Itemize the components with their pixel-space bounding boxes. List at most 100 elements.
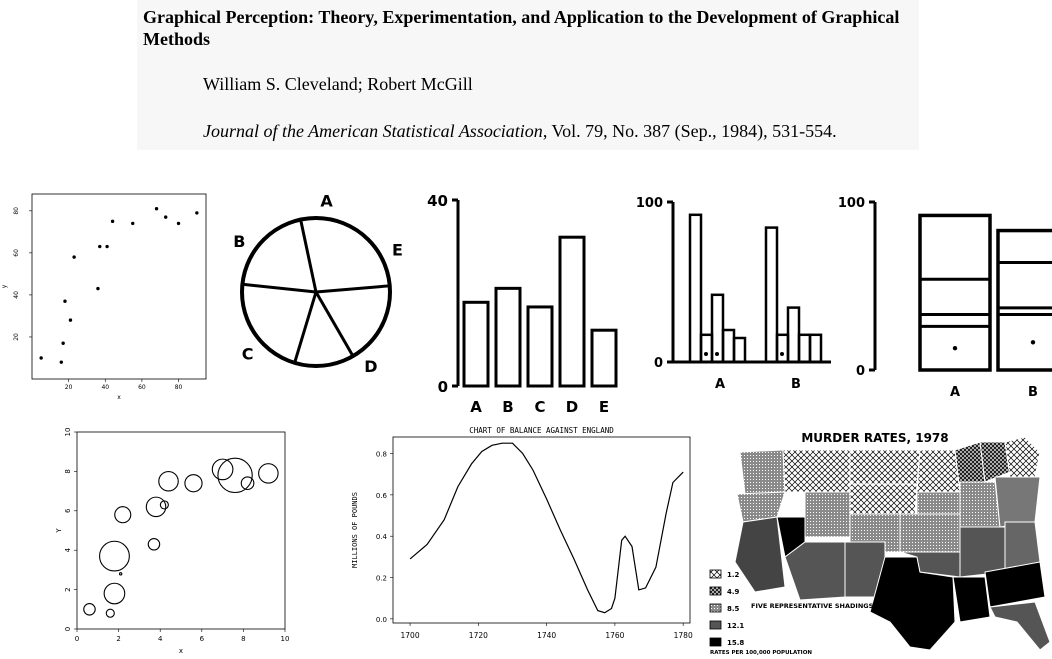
murder-rates-map: MURDER RATES, 1978 <box>709 431 1051 656</box>
y-axis-label: MILLIONS OF POUNDS <box>351 492 359 568</box>
marker-dot <box>780 352 784 356</box>
chart-title: CHART OF BALANCE AGAINST ENGLAND <box>469 426 614 435</box>
scatter-point <box>59 360 64 364</box>
panel-stacked-bar: 0 100 A B <box>835 190 1052 405</box>
x-tick-label: 1740 <box>537 631 556 640</box>
x-tick-label: A <box>470 398 482 416</box>
bar <box>462 300 490 388</box>
bubble <box>114 506 132 524</box>
x-tick-label: A <box>715 377 725 392</box>
bar <box>699 333 714 364</box>
x-tick-label: 60 <box>138 384 146 391</box>
y-tick-label: 0.2 <box>376 575 387 583</box>
pie-chart: A B C D E <box>233 192 403 376</box>
panel-map: MURDER RATES, 1978 <box>705 422 1052 659</box>
panel-bubble: 0 2 4 6 8 10 0 2 4 6 8 10 x Y <box>55 422 305 659</box>
y-tick-label: 0 <box>438 378 448 396</box>
y-tick-label: 2 <box>64 587 72 591</box>
x-tick-label: B <box>1028 385 1038 400</box>
plot-frame <box>31 193 207 380</box>
panel-line: CHART OF BALANCE AGAINST ENGLAND 1700 1720… <box>345 422 700 659</box>
x-axis-label: x <box>179 647 183 655</box>
legend-swatch-5 <box>709 637 722 647</box>
bubble <box>83 603 96 616</box>
scatter-point <box>131 221 135 226</box>
legend-value-1: 1.2 <box>727 571 740 579</box>
bubble <box>159 500 169 510</box>
paper-citation: Journal of the American Statistical Asso… <box>203 121 837 142</box>
series-line <box>409 442 684 614</box>
stacked-bar <box>996 228 1052 372</box>
pie-outline <box>240 216 392 368</box>
y-tick-label: 0 <box>654 356 663 371</box>
x-tick-label: E <box>599 398 609 416</box>
volume-info: , Vol. 79, No. 387 (Sep., 1984), 531-554… <box>542 121 837 141</box>
map-footnote: RATES PER 100,000 POPULATION <box>710 650 812 656</box>
bubble <box>217 457 253 494</box>
y-tick-label: 0 <box>856 364 865 379</box>
panel-grouped-bar: 0 100 A B <box>635 190 835 400</box>
journal-name: Journal of the American Statistical Asso… <box>203 121 543 141</box>
legend-swatch-3 <box>709 603 722 613</box>
bar <box>786 306 801 364</box>
scatter-point <box>164 215 168 219</box>
pie-slice-boundary <box>315 284 390 294</box>
bubble <box>240 476 255 491</box>
y-tick-label: 6 <box>64 508 72 513</box>
scatter-point <box>96 286 100 291</box>
x-tick-label: 40 <box>101 384 109 391</box>
marker-dot <box>715 352 719 356</box>
bar <box>688 213 703 364</box>
bar <box>494 286 522 388</box>
bubble <box>184 474 203 493</box>
bar <box>732 336 747 364</box>
x-tick-label: 0 <box>75 635 79 643</box>
legend-value-5: 15.8 <box>727 639 744 647</box>
bubble-plot: 0 2 4 6 8 10 0 2 4 6 8 10 x Y <box>55 428 289 655</box>
legend-swatch-4 <box>709 620 722 630</box>
scatter-point <box>72 255 76 259</box>
x-tick-label: 1760 <box>605 631 624 640</box>
y-tick-label: 0.6 <box>376 492 388 500</box>
pie-slice-label: C <box>242 345 254 364</box>
x-tick-label: 2 <box>116 635 120 643</box>
pie-slice-label: B <box>233 232 245 251</box>
pie-slice-boundary <box>299 219 318 293</box>
bar <box>710 293 725 364</box>
x-tick-label: 8 <box>241 635 245 643</box>
y-tick-label: 8 <box>64 469 72 473</box>
y-tick-label: 100 <box>838 196 865 211</box>
map-legend: 1.2 4.9 8.5 12.1 15.8 FIVE REPRESENTATIV… <box>709 569 874 656</box>
scatter-point <box>63 299 67 303</box>
y-tick-label: 40 <box>13 291 20 299</box>
bubble <box>118 572 123 576</box>
scatter-plot: 20 40 60 80 20 40 60 80 x y <box>1 193 207 401</box>
bubble <box>211 458 234 481</box>
y-tick-label: 4 <box>64 547 72 552</box>
x-tick-label: 80 <box>175 384 183 391</box>
bar <box>764 226 779 364</box>
x-tick-label: 1720 <box>469 631 488 640</box>
bubble <box>158 470 179 492</box>
marker-dot <box>952 345 958 351</box>
y-axis-label: y <box>1 284 8 288</box>
scatter-point <box>110 219 115 224</box>
x-tick-label: 1700 <box>401 631 420 640</box>
legend-swatch-2 <box>709 586 722 596</box>
legend-value-4: 12.1 <box>727 622 744 630</box>
stacked-bar-chart: 0 100 A B <box>838 196 1052 400</box>
y-tick-label: 20 <box>13 333 20 341</box>
scatter-point <box>176 221 181 226</box>
bar <box>526 305 554 388</box>
pie-slice-label: A <box>320 192 333 211</box>
bar-chart: 0 40 A B C D E <box>427 192 618 416</box>
panel-bar: 0 40 A B C D E <box>420 190 630 418</box>
pie-slice-boundary <box>293 291 318 364</box>
panel-scatter: 20 40 60 80 20 40 60 80 x y <box>0 189 212 407</box>
pie-slice-boundary <box>314 291 355 357</box>
paper-authors: William S. Cleveland; Robert McGill <box>203 74 473 94</box>
x-tick-label: B <box>791 377 801 392</box>
scatter-point <box>154 207 159 211</box>
legend-caption: FIVE REPRESENTATIVE SHADINGS <box>751 602 874 610</box>
pie-slice-label: E <box>392 240 403 259</box>
